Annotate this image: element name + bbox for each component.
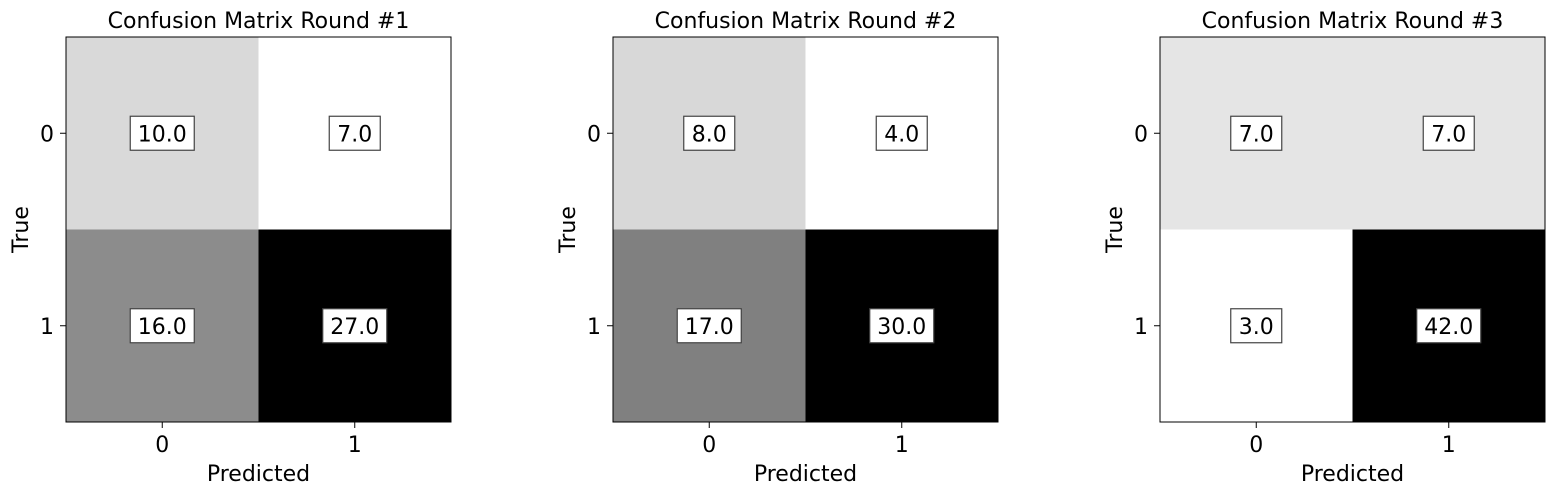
value-box [869, 308, 935, 344]
chart-title: Confusion Matrix Round #3 [1202, 9, 1504, 34]
value-box [1230, 115, 1283, 151]
y-axis-label: True [1103, 206, 1128, 254]
cell-value-label: 7.0 [1422, 115, 1475, 151]
confusion-matrix-panel: 7.0 7.0 3.0 42.0 0 1 0 1 Confusion Matrix Round … [1103, 9, 1546, 487]
value-box [1422, 115, 1475, 151]
x-tick-label: 0 [155, 433, 169, 458]
confusion-matrix-panel: 10.0 7.0 16.0 27.0 0 1 0 1 Confusion Matrix Roun… [9, 9, 452, 487]
cell-value-label: 17.0 [676, 308, 742, 344]
cell-value-label: 16.0 [129, 308, 195, 344]
value-box [129, 115, 195, 151]
value-text: 30.0 [877, 315, 926, 340]
y-tick-label: 0 [587, 122, 601, 147]
confusion-matrix-panel: 8.0 4.0 17.0 30.0 0 1 0 1 Confusion Matrix Round… [556, 9, 999, 487]
x-tick-label: 1 [348, 433, 362, 458]
x-tick-label: 1 [895, 433, 909, 458]
cell-value-label: 27.0 [322, 308, 388, 344]
x-axis-label: Predicted [1301, 462, 1404, 487]
x-axis-label: Predicted [754, 462, 857, 487]
cell-value-label: 42.0 [1416, 308, 1482, 344]
chart-title: Confusion Matrix Round #2 [655, 9, 957, 34]
value-text: 7.0 [1431, 122, 1466, 147]
value-text: 10.0 [138, 122, 187, 147]
y-tick-label: 1 [40, 315, 54, 340]
x-tick-label: 0 [702, 433, 716, 458]
cell-value-label: 8.0 [683, 115, 736, 151]
x-tick-label: 0 [1249, 433, 1263, 458]
y-axis-label: True [9, 206, 34, 254]
y-tick-label: 1 [587, 315, 601, 340]
value-text: 3.0 [1239, 315, 1274, 340]
y-axis-label: True [556, 206, 581, 254]
value-text: 17.0 [685, 315, 734, 340]
value-text: 7.0 [1239, 122, 1274, 147]
value-box [1416, 308, 1482, 344]
y-tick-label: 1 [1134, 315, 1148, 340]
chart-title: Confusion Matrix Round #1 [108, 9, 410, 34]
cell-value-label: 7.0 [1230, 115, 1283, 151]
value-box [328, 115, 381, 151]
x-axis-label: Predicted [207, 462, 310, 487]
value-text: 27.0 [330, 315, 379, 340]
cell-value-label: 10.0 [129, 115, 195, 151]
value-text: 42.0 [1424, 315, 1473, 340]
value-text: 16.0 [138, 315, 187, 340]
value-box [129, 308, 195, 344]
value-text: 7.0 [337, 122, 372, 147]
value-box [322, 308, 388, 344]
value-text: 4.0 [884, 122, 919, 147]
y-tick-label: 0 [1134, 122, 1148, 147]
value-box [683, 115, 736, 151]
axes-frame [1159, 36, 1546, 423]
cell-value-label: 7.0 [328, 115, 381, 151]
cell-value-label: 4.0 [875, 115, 928, 151]
cell-value-label: 30.0 [869, 308, 935, 344]
value-box [1230, 308, 1283, 344]
value-box [676, 308, 742, 344]
value-box [875, 115, 928, 151]
axes-frame [612, 36, 999, 423]
y-tick-label: 0 [40, 122, 54, 147]
cell-value-label: 3.0 [1230, 308, 1283, 344]
axes-frame [65, 36, 452, 423]
value-text: 8.0 [692, 122, 727, 147]
x-tick-label: 1 [1442, 433, 1456, 458]
